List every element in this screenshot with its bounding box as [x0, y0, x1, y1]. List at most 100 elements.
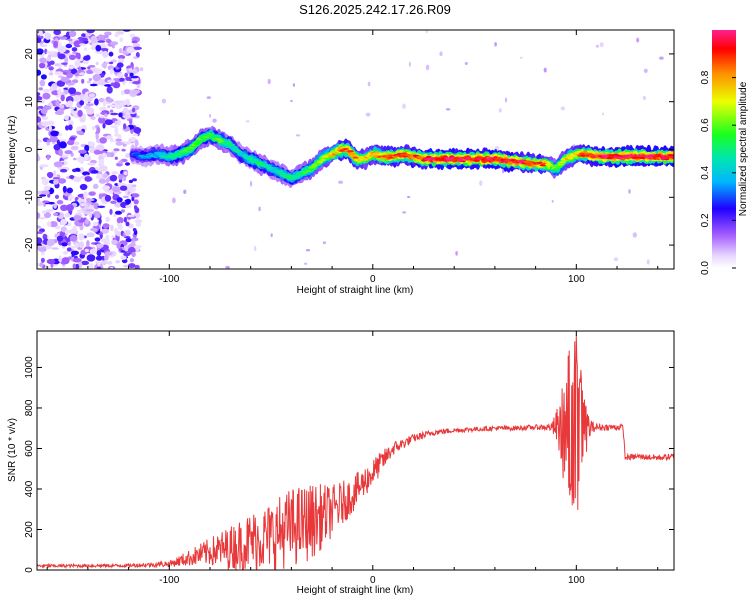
- noise-speckle: [104, 113, 108, 118]
- noise-speckle: [104, 254, 109, 261]
- noise-speckle: [108, 51, 114, 57]
- noise-speckle: [53, 161, 63, 168]
- noise-speckle: [129, 72, 134, 77]
- noise-speckle: [183, 189, 187, 194]
- noise-speckle: [642, 96, 647, 100]
- y-tick-label: 600: [24, 440, 35, 457]
- noise-speckle: [632, 232, 637, 238]
- noise-speckle: [44, 32, 52, 40]
- noise-speckle: [37, 92, 41, 96]
- noise-speckle: [83, 47, 87, 51]
- y-tick-label: -20: [24, 237, 35, 252]
- noise-speckle: [132, 178, 137, 182]
- noise-speckle: [338, 180, 343, 184]
- noise-speckle: [124, 230, 131, 236]
- noise-speckle: [68, 65, 74, 70]
- noise-speckle: [49, 221, 58, 228]
- noise-speckle: [599, 42, 604, 48]
- noise-speckle: [72, 51, 77, 55]
- y-tick-label: 10: [24, 96, 35, 108]
- noise-speckle: [88, 78, 93, 81]
- noise-speckle: [104, 119, 114, 126]
- noise-speckle: [116, 197, 123, 203]
- noise-speckle: [46, 171, 54, 178]
- noise-speckle: [53, 212, 58, 217]
- noise-speckle: [104, 251, 113, 256]
- noise-speckle: [64, 212, 71, 218]
- noise-speckle: [76, 126, 83, 132]
- noise-speckle: [46, 221, 52, 227]
- noise-speckle: [115, 260, 121, 264]
- noise-speckle: [91, 126, 96, 130]
- ridge-cell: [181, 151, 188, 154]
- noise-speckle: [109, 68, 114, 75]
- snr-y-label: SNR (10 * v/v): [7, 418, 18, 482]
- noise-speckle: [41, 98, 45, 104]
- x-tick-label: -100: [159, 575, 179, 586]
- spectrogram-y-label: Frequency (Hz): [7, 116, 18, 185]
- y-tick-label: -10: [24, 190, 35, 205]
- noise-speckle: [64, 115, 69, 121]
- noise-speckle: [445, 108, 451, 111]
- noise-speckle: [99, 50, 103, 55]
- noise-speckle: [37, 143, 40, 146]
- noise-speckle: [128, 263, 136, 269]
- noise-speckle: [58, 149, 63, 157]
- noise-speckle: [48, 72, 54, 76]
- noise-speckle: [116, 73, 124, 79]
- noise-speckle: [67, 100, 74, 107]
- ridge-cell: [559, 161, 566, 164]
- noise-speckle: [93, 202, 100, 210]
- noise-speckle: [37, 263, 40, 267]
- noise-speckle: [57, 53, 66, 60]
- noise-speckle: [54, 63, 60, 67]
- noise-speckle: [117, 134, 122, 140]
- noise-speckle: [99, 48, 109, 51]
- noise-speckle: [42, 210, 47, 215]
- noise-speckle: [407, 196, 411, 198]
- noise-speckle: [118, 178, 123, 183]
- noise-speckle: [95, 44, 102, 52]
- noise-speckle: [49, 85, 54, 92]
- noise-speckle: [250, 180, 253, 187]
- noise-speckle: [132, 228, 137, 232]
- ridge-cell: [518, 159, 525, 163]
- noise-speckle: [304, 262, 308, 265]
- ridge-cell: [352, 156, 359, 159]
- ridge-cell: [310, 165, 317, 168]
- noise-speckle: [79, 203, 86, 207]
- noise-speckle: [114, 127, 119, 134]
- ridge-cell: [305, 170, 312, 173]
- noise-speckle: [124, 76, 132, 81]
- noise-speckle: [110, 41, 119, 46]
- noise-speckle: [40, 257, 45, 263]
- noise-speckle: [206, 96, 211, 99]
- noise-speckle: [64, 150, 73, 155]
- noise-speckle: [102, 201, 107, 205]
- noise-speckle: [98, 193, 103, 200]
- noise-speckle: [56, 235, 64, 242]
- noise-speckle: [560, 106, 566, 111]
- y-tick-label: 1000: [24, 356, 35, 379]
- noise-speckle: [105, 178, 110, 184]
- noise-speckle: [111, 235, 116, 238]
- noise-speckle: [551, 200, 554, 203]
- noise-speckle: [59, 139, 67, 143]
- noise-speckle: [125, 238, 132, 243]
- noise-speckle: [37, 196, 40, 202]
- ridge-cell: [157, 152, 164, 156]
- noise-speckle: [76, 130, 84, 135]
- noise-speckle: [63, 69, 72, 73]
- noise-speckle: [69, 136, 76, 141]
- noise-speckle: [172, 197, 176, 204]
- noise-speckle: [60, 218, 68, 226]
- noise-speckle: [131, 196, 135, 201]
- noise-speckle: [86, 197, 91, 202]
- noise-speckle: [58, 62, 62, 70]
- noise-speckle: [67, 197, 73, 201]
- noise-speckle: [110, 82, 115, 87]
- noise-speckle: [105, 234, 110, 241]
- noise-speckle: [78, 149, 87, 154]
- noise-speckle: [131, 184, 137, 188]
- x-tick-label: 0: [370, 575, 376, 586]
